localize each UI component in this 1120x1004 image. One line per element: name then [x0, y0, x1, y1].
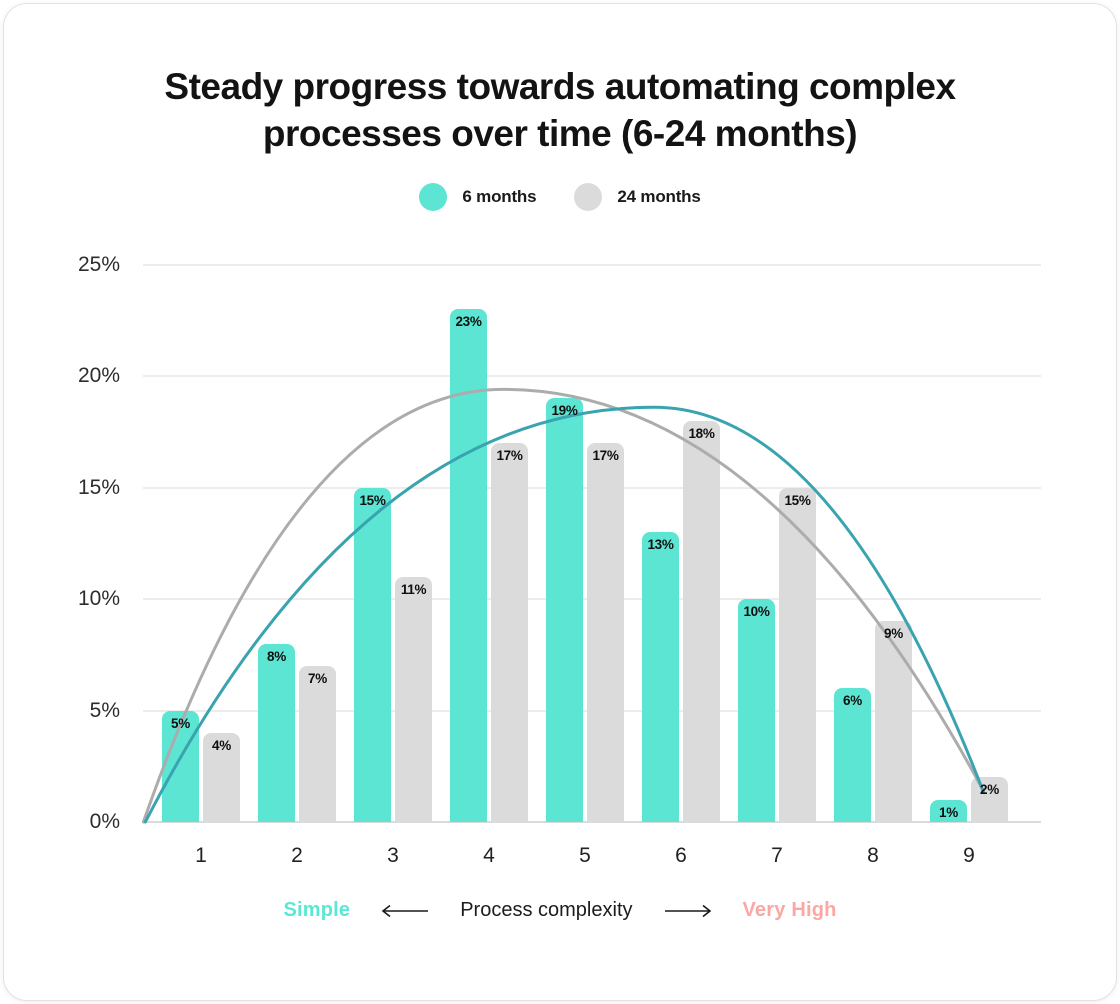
- bar-value-label: 15%: [359, 492, 386, 508]
- y-axis-label-20: 20%: [77, 364, 120, 387]
- x-axis-label-1: 1: [195, 844, 207, 867]
- bar-value-label: 4%: [212, 737, 231, 753]
- bar-value-label: 18%: [688, 425, 715, 441]
- legend: 6 months 24 months: [0, 183, 1120, 211]
- bar-value-label: 11%: [400, 581, 427, 597]
- bar-6-months-category-2: [258, 643, 295, 822]
- legend-item-6-months: 6 months: [419, 183, 537, 211]
- x-axis-label-7: 7: [771, 844, 783, 867]
- bar-6-months-category-8: [834, 688, 871, 822]
- bar-24-months-category-5: [587, 442, 624, 822]
- bar-value-label: 8%: [267, 648, 286, 664]
- bar-6-months-category-4: [450, 309, 487, 822]
- left-arrow-icon: [381, 904, 429, 917]
- x-axis-label-9: 9: [963, 844, 975, 867]
- bar-value-label: 6%: [843, 693, 862, 709]
- x-axis-label-4: 4: [483, 844, 495, 867]
- x-axis-label-8: 8: [867, 844, 879, 867]
- legend-label-24-months: 24 months: [617, 187, 701, 206]
- bar-6-months-category-6: [642, 532, 679, 822]
- bar-value-label: 13%: [647, 537, 674, 553]
- bar-24-months-category-3: [395, 576, 432, 822]
- x-axis-high-label: Very High: [742, 899, 837, 921]
- bar-24-months-category-6: [683, 420, 720, 822]
- x-axis-label-6: 6: [675, 844, 687, 867]
- x-axis-caption: Simple Process complexity Very High: [0, 899, 1120, 922]
- bar-6-months-category-7: [738, 599, 775, 822]
- y-axis-label-0: 0%: [89, 810, 120, 833]
- legend-label-6-months: 6 months: [462, 187, 537, 206]
- bar-value-label: 2%: [980, 782, 999, 798]
- bar-value-label: 10%: [743, 604, 770, 619]
- x-axis-low-label: Simple: [283, 899, 351, 921]
- y-axis-label-10: 10%: [77, 587, 120, 610]
- legend-dot-24-months: [574, 183, 603, 211]
- bar-value-label: 17%: [496, 447, 523, 463]
- x-axis-label-3: 3: [387, 844, 399, 867]
- bar-value-label: 7%: [308, 670, 327, 686]
- bar-value-label: 19%: [551, 403, 578, 419]
- legend-dot-6-months: [419, 183, 448, 211]
- bar-value-label: 23%: [455, 314, 482, 330]
- legend-item-24-months: 24 months: [574, 183, 701, 211]
- y-axis-label-15: 15%: [77, 475, 120, 499]
- x-axis-label-5: 5: [579, 844, 591, 867]
- right-arrow-icon: [664, 904, 711, 917]
- bar-24-months-category-2: [299, 665, 336, 822]
- bar-24-months-category-8: [875, 621, 912, 822]
- bar-value-label: 9%: [884, 626, 903, 642]
- bar-24-months-category-7: [779, 487, 816, 822]
- page-title-line-2: processes over time (6-24 months): [262, 112, 858, 154]
- bar-value-label: 17%: [592, 447, 619, 463]
- bar-24-months-category-4: [491, 442, 528, 822]
- y-axis-label-5: 5%: [89, 698, 120, 722]
- gridline-20: [143, 375, 1041, 377]
- bar-value-label: 1%: [939, 804, 958, 820]
- y-axis-label-25: 25%: [77, 252, 120, 276]
- bar-value-label: 15%: [784, 492, 811, 508]
- gridline-25: [143, 263, 1041, 266]
- bar-6-months-category-5: [546, 398, 583, 822]
- x-axis-label-2: 2: [291, 844, 303, 867]
- bar-6-months-category-3: [354, 487, 391, 822]
- page-title-line-1: Steady progress towards automating compl…: [164, 65, 956, 107]
- bar-value-label: 5%: [171, 715, 190, 731]
- x-axis-title: Process complexity: [460, 899, 633, 921]
- page-title: Steady progress towards automating compl…: [0, 63, 1120, 157]
